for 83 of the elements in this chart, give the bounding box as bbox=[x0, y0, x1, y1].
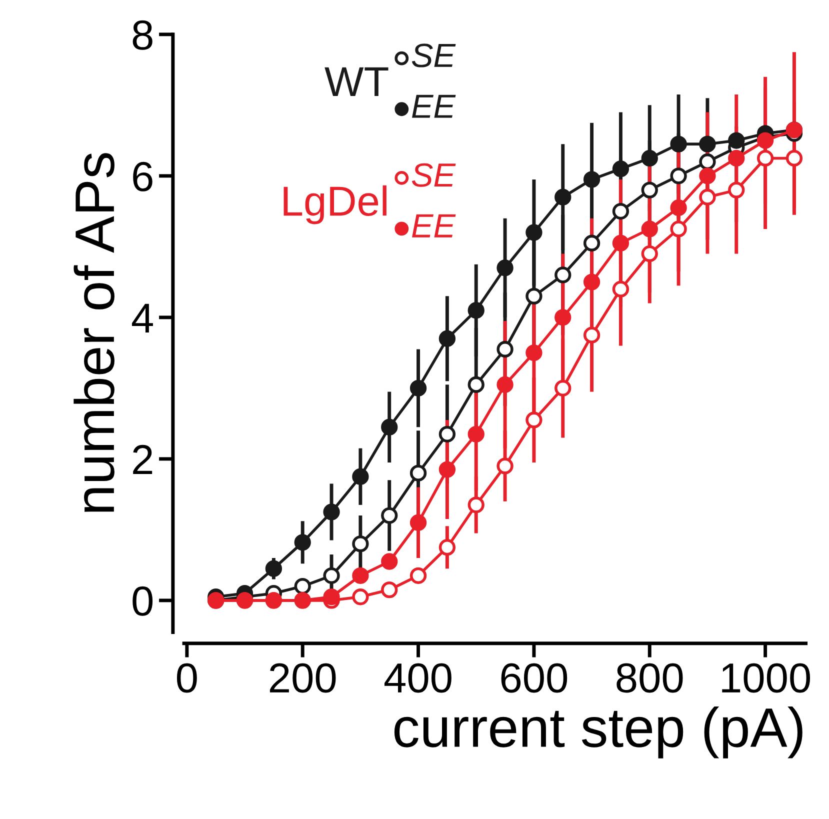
point bbox=[381, 507, 398, 524]
point bbox=[554, 309, 572, 326]
point bbox=[699, 168, 716, 184]
point bbox=[438, 539, 456, 556]
point bbox=[381, 581, 398, 598]
x-tick-label: 200 bbox=[270, 663, 336, 693]
point bbox=[554, 188, 572, 206]
point bbox=[583, 326, 600, 344]
point bbox=[670, 199, 687, 216]
y-tick-label: 6 bbox=[133, 162, 152, 192]
point bbox=[410, 380, 427, 396]
point bbox=[294, 534, 311, 551]
x-axis-title: current step (pA) bbox=[394, 706, 802, 758]
x-tick-label: 1000 bbox=[722, 663, 810, 693]
legend-label: EE bbox=[412, 214, 456, 238]
point bbox=[583, 171, 600, 188]
point bbox=[728, 150, 745, 167]
point bbox=[352, 468, 369, 485]
y-tick-label: 2 bbox=[133, 444, 152, 474]
point bbox=[554, 266, 572, 284]
point bbox=[526, 288, 542, 305]
point bbox=[352, 567, 369, 584]
point bbox=[699, 188, 716, 206]
point bbox=[583, 234, 600, 252]
point bbox=[583, 274, 600, 290]
point bbox=[496, 260, 514, 276]
point bbox=[410, 514, 427, 531]
point bbox=[526, 344, 542, 362]
point bbox=[352, 588, 369, 606]
point bbox=[670, 136, 687, 152]
point bbox=[410, 567, 427, 584]
point bbox=[323, 567, 340, 584]
point bbox=[438, 461, 456, 478]
point bbox=[756, 132, 774, 149]
point bbox=[496, 376, 514, 393]
point bbox=[699, 136, 716, 152]
point bbox=[468, 302, 484, 319]
x-tick-label: 0 bbox=[176, 663, 197, 693]
point bbox=[670, 220, 687, 238]
point bbox=[438, 330, 456, 347]
point bbox=[323, 588, 340, 606]
point bbox=[612, 234, 630, 252]
legend-label: EE bbox=[412, 94, 456, 118]
point bbox=[526, 224, 542, 241]
point bbox=[438, 426, 456, 442]
point bbox=[352, 535, 369, 552]
point bbox=[496, 458, 514, 474]
point bbox=[728, 132, 745, 149]
point bbox=[554, 380, 572, 396]
point bbox=[468, 496, 484, 514]
y-axis-title: number of APs bbox=[74, 153, 114, 512]
point bbox=[728, 182, 745, 198]
point bbox=[526, 412, 542, 428]
point bbox=[641, 245, 658, 262]
point bbox=[699, 153, 716, 170]
point bbox=[323, 504, 340, 520]
y-tick-label: 0 bbox=[132, 586, 153, 616]
annotation: WT bbox=[324, 67, 388, 96]
legend-label: SE bbox=[412, 44, 456, 68]
annotation: LgDel bbox=[284, 185, 386, 224]
point bbox=[410, 464, 427, 482]
point bbox=[641, 150, 658, 167]
y-tick-label: 4 bbox=[132, 304, 153, 333]
x-tick-label: 400 bbox=[384, 663, 452, 693]
legend-label: SE bbox=[412, 163, 456, 187]
point bbox=[612, 280, 630, 298]
x-tick-label: 600 bbox=[501, 663, 568, 693]
point bbox=[786, 150, 803, 167]
point bbox=[641, 182, 658, 198]
point bbox=[468, 426, 484, 442]
point bbox=[612, 202, 630, 220]
point bbox=[496, 340, 514, 358]
point bbox=[381, 553, 398, 570]
point bbox=[381, 418, 398, 436]
point bbox=[265, 560, 282, 577]
point bbox=[612, 160, 630, 178]
point bbox=[756, 150, 774, 167]
point bbox=[670, 168, 687, 184]
point bbox=[294, 578, 311, 595]
x-tick-label: 800 bbox=[616, 663, 683, 693]
y-tick-label: 8 bbox=[132, 20, 152, 50]
point bbox=[468, 376, 484, 393]
point bbox=[641, 220, 658, 238]
